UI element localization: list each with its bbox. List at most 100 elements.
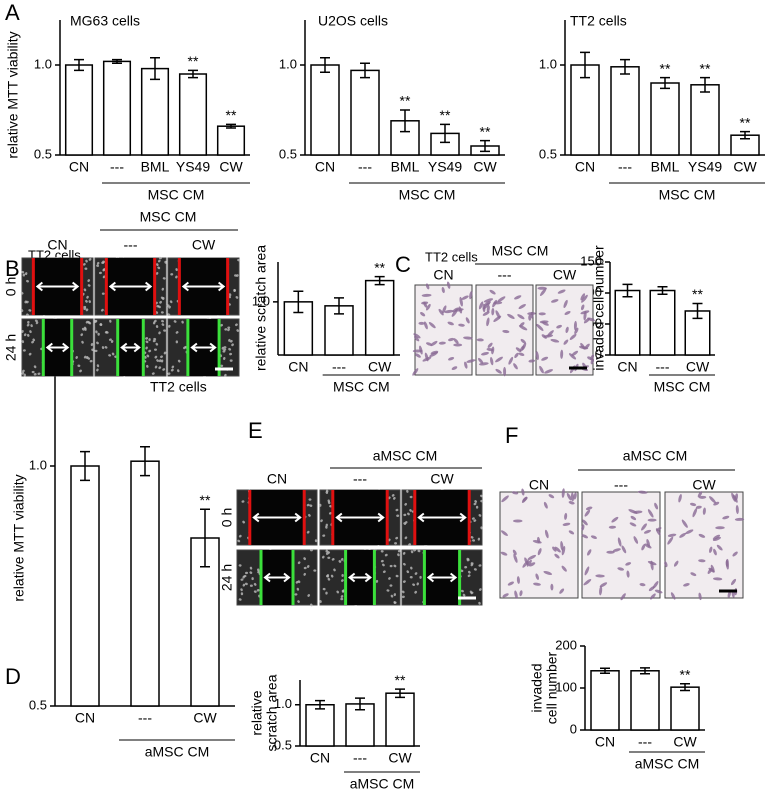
cell: [162, 277, 166, 280]
cell: [27, 333, 30, 337]
cell: [698, 559, 706, 563]
cell: [695, 505, 702, 509]
cell: [240, 578, 244, 581]
cell: [489, 289, 496, 295]
bar: [670, 686, 700, 731]
cell: [401, 590, 405, 594]
cell: [460, 589, 464, 593]
cell: [223, 357, 226, 360]
cell: [382, 563, 385, 567]
cell: [473, 519, 477, 522]
cell: [568, 353, 577, 360]
cell: [391, 494, 395, 497]
cell: [702, 507, 706, 515]
arrow: [347, 572, 373, 583]
cell: [22, 273, 26, 277]
cell: [713, 548, 717, 556]
bar: [630, 670, 660, 731]
cell: [420, 312, 426, 317]
cell: [478, 514, 482, 517]
panel-title: TT2 cells: [425, 249, 478, 264]
cell: [322, 587, 326, 591]
x-tick-label: CW: [673, 734, 697, 750]
cell: [637, 490, 648, 494]
cell: [425, 283, 430, 290]
bar: [364, 279, 395, 356]
cell: [220, 364, 224, 368]
cell: [543, 501, 548, 509]
scratch-edge: [344, 550, 376, 605]
cell: [145, 337, 149, 340]
cell: [559, 588, 565, 594]
cell: [486, 305, 490, 313]
cell: [177, 369, 180, 373]
cell: [75, 356, 78, 359]
x-tick-label: CW: [193, 710, 217, 726]
cell: [228, 293, 232, 297]
cell: [467, 574, 471, 578]
cell: [326, 575, 329, 578]
bar: [614, 289, 641, 356]
y-tick-label: 0.5: [34, 146, 52, 161]
cell: [177, 359, 181, 363]
cell: [94, 349, 98, 353]
cell: [20, 291, 24, 295]
cell: [578, 345, 589, 350]
cell: [732, 551, 738, 557]
cell: [319, 600, 322, 603]
column-label: ---: [353, 471, 367, 487]
cell: [561, 488, 565, 498]
cell: [569, 333, 577, 340]
panel-letter: A: [5, 0, 20, 25]
y-tick-label: 0: [595, 346, 602, 361]
cell: [413, 333, 421, 339]
cell: [643, 529, 652, 534]
cell: [102, 275, 106, 279]
cell: [563, 299, 568, 309]
cell: [557, 289, 566, 294]
scratch-edge: [248, 490, 306, 545]
error-bar: [355, 697, 365, 711]
micrograph: [167, 317, 240, 377]
cell: [21, 371, 25, 375]
error-bar: [374, 275, 385, 286]
cell: [380, 550, 384, 553]
cell: [527, 312, 536, 316]
cell: [417, 549, 421, 553]
cell: [461, 295, 469, 300]
cell: [154, 348, 158, 351]
cell: [168, 305, 171, 309]
cell: [630, 515, 637, 521]
cell: [550, 338, 560, 343]
cell: [238, 534, 242, 538]
y-axis-label: scratch area: [264, 674, 280, 751]
cell: [472, 539, 476, 542]
cell: [90, 343, 94, 347]
bar: [305, 704, 335, 747]
y-axis-label: invaded: [529, 663, 545, 712]
cell: [375, 579, 379, 583]
cell: [469, 290, 473, 300]
micrograph: [581, 490, 663, 601]
cell: [478, 588, 482, 591]
cell: [384, 553, 388, 557]
cell: [683, 583, 690, 587]
cell: [390, 594, 394, 598]
cell: [458, 323, 465, 327]
y-tick-label: 1.0: [274, 696, 292, 711]
cell: [157, 266, 161, 270]
cell: [713, 577, 723, 581]
x-tick-label: CN: [595, 734, 615, 750]
cell: [421, 301, 429, 305]
cell: [633, 536, 639, 544]
cell: [428, 321, 436, 329]
cell: [21, 270, 25, 274]
cell: [154, 365, 158, 369]
cell: [520, 338, 526, 344]
y-tick-label: 0.5: [274, 737, 292, 752]
cell: [152, 321, 156, 325]
cell: [162, 368, 166, 371]
cell: [466, 359, 476, 363]
cell: [482, 311, 490, 316]
cell: [583, 578, 592, 586]
